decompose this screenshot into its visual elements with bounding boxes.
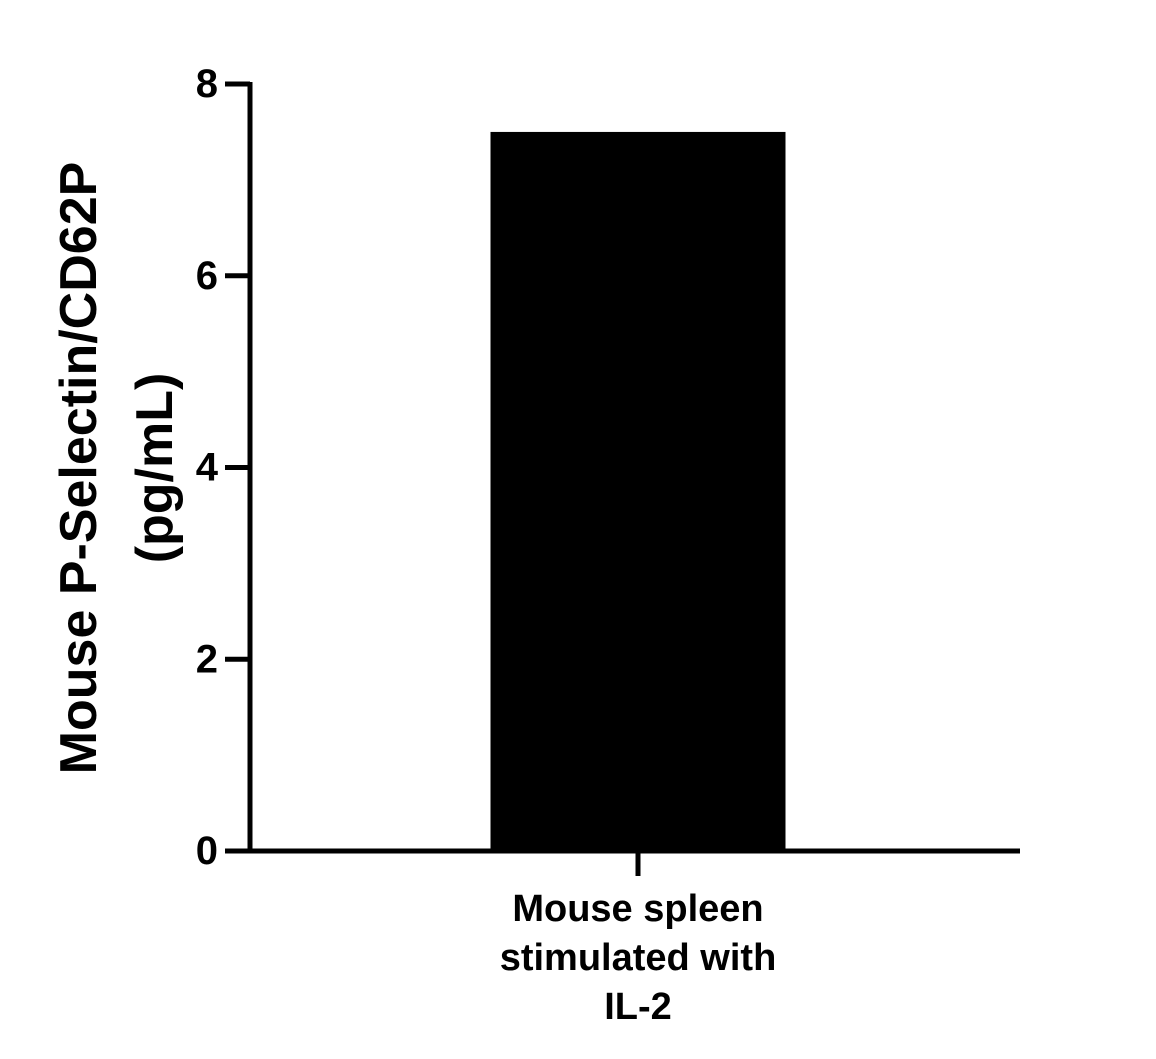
y-axis: 0 2 4 6 8 — [196, 62, 253, 873]
y-tick-label-0: 0 — [196, 829, 218, 873]
x-tick-label-0: Mouse spleen stimulated with IL-2 — [500, 888, 777, 1028]
y-axis-title-line-1: Mouse P-Selectin/CD62P — [50, 162, 108, 775]
y-tick-label-4: 8 — [196, 62, 218, 106]
y-tick-label-2: 4 — [196, 446, 219, 490]
y-tick-label-3: 6 — [196, 254, 218, 298]
bar-0 — [490, 131, 786, 851]
bars — [490, 131, 786, 851]
y-tick-label-1: 2 — [196, 637, 218, 681]
x-axis: Mouse spleen stimulated with IL-2 — [225, 848, 1020, 1028]
y-axis-title-line-2: (pg/mL) — [126, 373, 184, 564]
y-axis-title: Mouse P-Selectin/CD62P (pg/mL) — [50, 162, 184, 775]
